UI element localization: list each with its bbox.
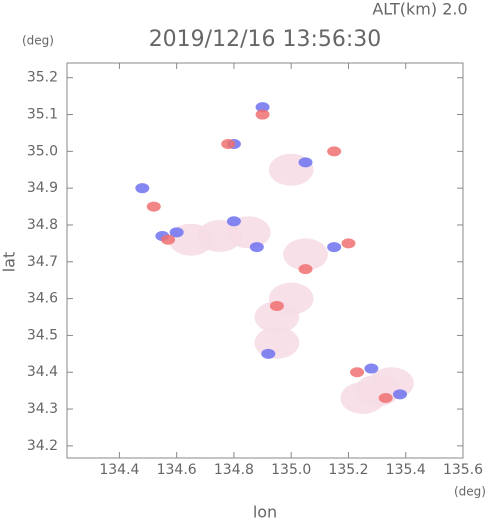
y-tick-label: 34.9 <box>27 180 58 196</box>
x-tick-label: 134.4 <box>99 462 139 478</box>
y-tick-label: 35.1 <box>27 107 58 123</box>
y-tick-label: 34.7 <box>27 254 58 270</box>
y-tick-label: 34.4 <box>27 364 58 380</box>
echo-point <box>283 238 328 271</box>
echo-point <box>255 102 270 113</box>
echo-point <box>378 392 393 403</box>
altitude-label: ALT(km) 2.0 <box>372 0 467 19</box>
echo-point <box>226 216 241 227</box>
y-tick-label: 34.6 <box>27 291 58 307</box>
echo-point <box>169 227 184 238</box>
x-tick-label: 135.4 <box>386 462 426 478</box>
y-axis-label: lat <box>0 252 19 273</box>
echo-point <box>135 183 150 194</box>
echo-point <box>254 301 300 334</box>
echo-point <box>146 201 161 212</box>
y-tick-label: 34.2 <box>27 438 58 454</box>
echo-point <box>393 389 408 400</box>
x-tick-label: 134.8 <box>214 462 254 478</box>
echo-point <box>221 138 236 149</box>
echo-point <box>364 363 379 374</box>
echo-point <box>298 157 313 168</box>
echo-point <box>327 242 342 253</box>
y-tick-label: 34.5 <box>27 327 58 343</box>
echo-point <box>269 300 284 311</box>
x-axis-label: lon <box>253 503 277 521</box>
x-tick-label: 134.6 <box>157 462 197 478</box>
x-tick-label: 135.2 <box>328 462 368 478</box>
y-tick-label: 34.3 <box>27 401 58 417</box>
echo-point <box>249 242 264 253</box>
y-unit: (deg) <box>22 34 54 48</box>
x-tick-label: 135.6 <box>443 462 483 478</box>
plot-frame <box>66 62 464 459</box>
x-unit: (deg) <box>454 485 486 499</box>
chart-title: 2019/12/16 13:56:30 <box>149 27 382 52</box>
y-tick-label: 34.8 <box>27 217 58 233</box>
echo-point <box>350 367 365 378</box>
y-tick-label: 35.0 <box>27 143 58 159</box>
echo-point <box>255 109 270 120</box>
echo-point <box>341 238 356 249</box>
echo-point <box>161 234 176 245</box>
echo-point <box>298 264 313 275</box>
echo-point <box>261 348 276 359</box>
x-tick-label: 135.0 <box>271 462 311 478</box>
y-tick-label: 35.2 <box>27 70 58 86</box>
echo-point <box>327 146 342 157</box>
